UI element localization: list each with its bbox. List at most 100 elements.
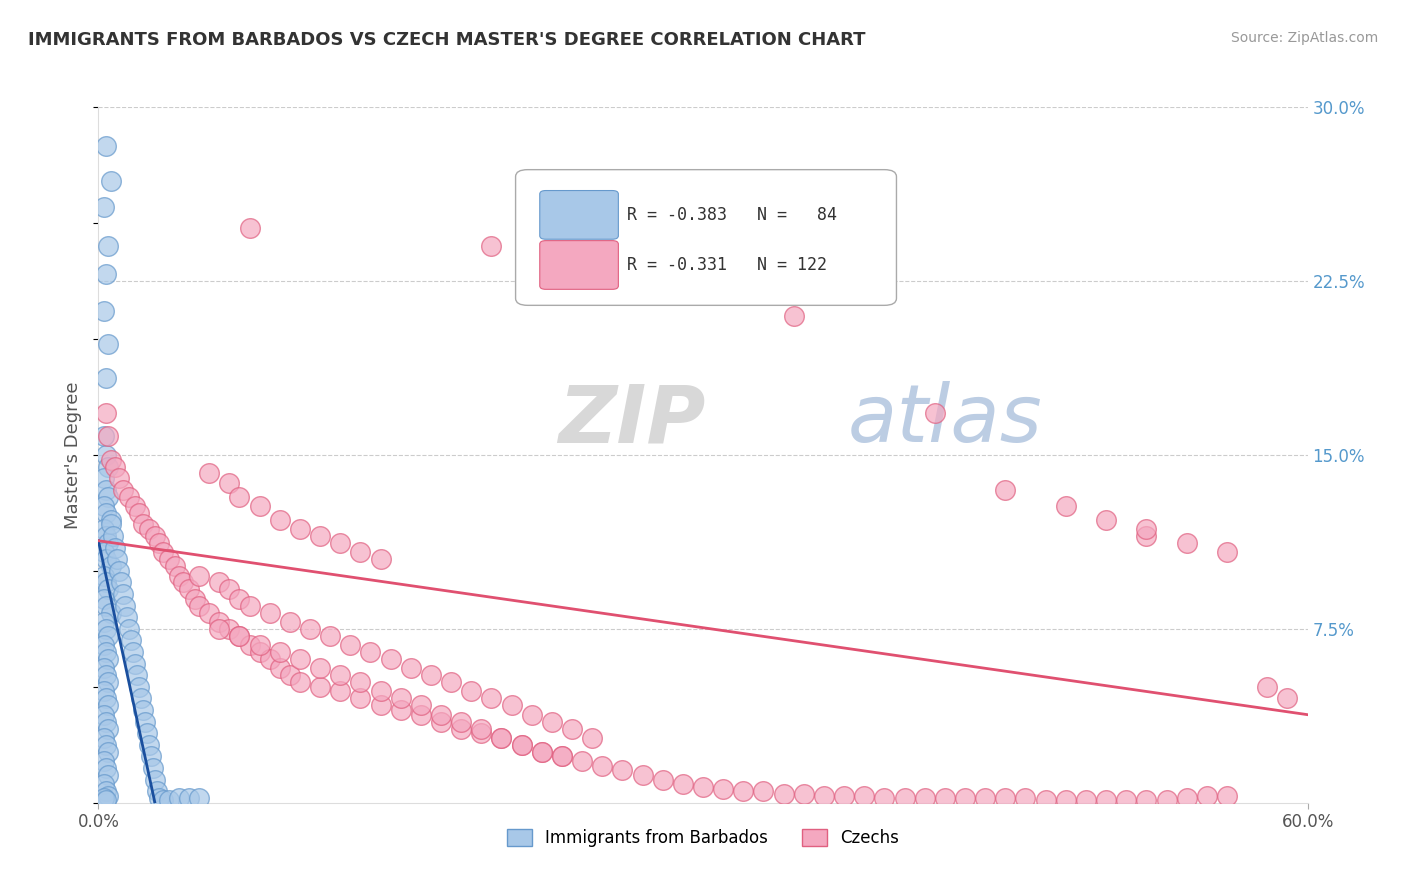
Point — [128, 680, 150, 694]
Point — [299, 622, 322, 636]
Point — [1095, 513, 1118, 527]
Point — [97, 490, 120, 504]
Point — [96, 691, 118, 706]
Point — [115, 610, 138, 624]
Point — [581, 731, 603, 745]
Point — [118, 490, 141, 504]
Point — [370, 552, 392, 566]
Point — [198, 467, 221, 481]
Point — [146, 784, 169, 798]
Point — [118, 622, 141, 636]
Point — [339, 638, 361, 652]
Point — [93, 731, 115, 745]
Point — [128, 506, 150, 520]
Point — [93, 499, 115, 513]
Point — [96, 622, 118, 636]
Point — [96, 267, 118, 281]
Point — [93, 661, 115, 675]
Point — [440, 675, 463, 690]
Point — [121, 645, 143, 659]
Point — [813, 789, 835, 803]
Point — [96, 599, 118, 613]
Point — [179, 582, 201, 597]
FancyBboxPatch shape — [540, 191, 619, 239]
Point — [96, 761, 118, 775]
Point — [138, 738, 160, 752]
Point — [1156, 793, 1178, 807]
Point — [269, 645, 291, 659]
Point — [111, 587, 134, 601]
Point — [711, 781, 734, 796]
Point — [208, 615, 231, 629]
Point — [97, 336, 120, 351]
Point — [752, 784, 775, 798]
Point — [124, 499, 146, 513]
Point — [329, 536, 352, 550]
Point — [100, 174, 122, 188]
Text: atlas: atlas — [848, 381, 1043, 459]
Point — [125, 668, 148, 682]
Point — [914, 791, 936, 805]
Point — [370, 698, 392, 713]
Point — [329, 684, 352, 698]
Point — [96, 784, 118, 798]
Point — [853, 789, 876, 803]
Point — [129, 691, 152, 706]
Point — [520, 707, 543, 722]
Point — [239, 599, 262, 613]
Point — [172, 575, 194, 590]
Point — [208, 575, 231, 590]
Point — [110, 575, 132, 590]
Point — [97, 459, 120, 474]
Point — [96, 645, 118, 659]
Point — [124, 657, 146, 671]
Point — [97, 722, 120, 736]
Point — [249, 638, 271, 652]
Point — [540, 714, 562, 729]
Point — [97, 698, 120, 713]
Point — [1216, 545, 1239, 559]
Point — [269, 661, 291, 675]
Point — [651, 772, 673, 787]
Point — [97, 429, 120, 443]
Point — [148, 536, 170, 550]
Point — [309, 680, 332, 694]
Point — [152, 545, 174, 559]
Point — [1035, 793, 1057, 807]
Point — [1195, 789, 1218, 803]
Point — [491, 731, 513, 745]
Point — [93, 200, 115, 214]
Point — [399, 661, 422, 675]
Point — [420, 668, 443, 682]
Point — [481, 691, 503, 706]
Point — [994, 791, 1017, 805]
Point — [530, 745, 553, 759]
Point — [96, 529, 118, 543]
Point — [198, 606, 221, 620]
Point — [1216, 789, 1239, 803]
Point — [309, 529, 332, 543]
Point — [551, 749, 574, 764]
Point — [612, 764, 634, 778]
Point — [96, 552, 118, 566]
Point — [228, 629, 250, 643]
Point — [228, 629, 250, 643]
Point — [249, 499, 271, 513]
Point — [510, 738, 533, 752]
Point — [97, 768, 120, 782]
Point — [1277, 691, 1299, 706]
Point — [157, 552, 180, 566]
Point — [93, 638, 115, 652]
Point — [93, 591, 115, 606]
Point — [103, 541, 125, 555]
Point — [631, 768, 654, 782]
Point — [893, 791, 915, 805]
Point — [96, 506, 118, 520]
Point — [269, 513, 291, 527]
Point — [389, 691, 412, 706]
Point — [924, 406, 946, 420]
Text: Source: ZipAtlas.com: Source: ZipAtlas.com — [1230, 31, 1378, 45]
Point — [97, 652, 120, 666]
Point — [103, 459, 125, 474]
Point — [470, 722, 492, 736]
